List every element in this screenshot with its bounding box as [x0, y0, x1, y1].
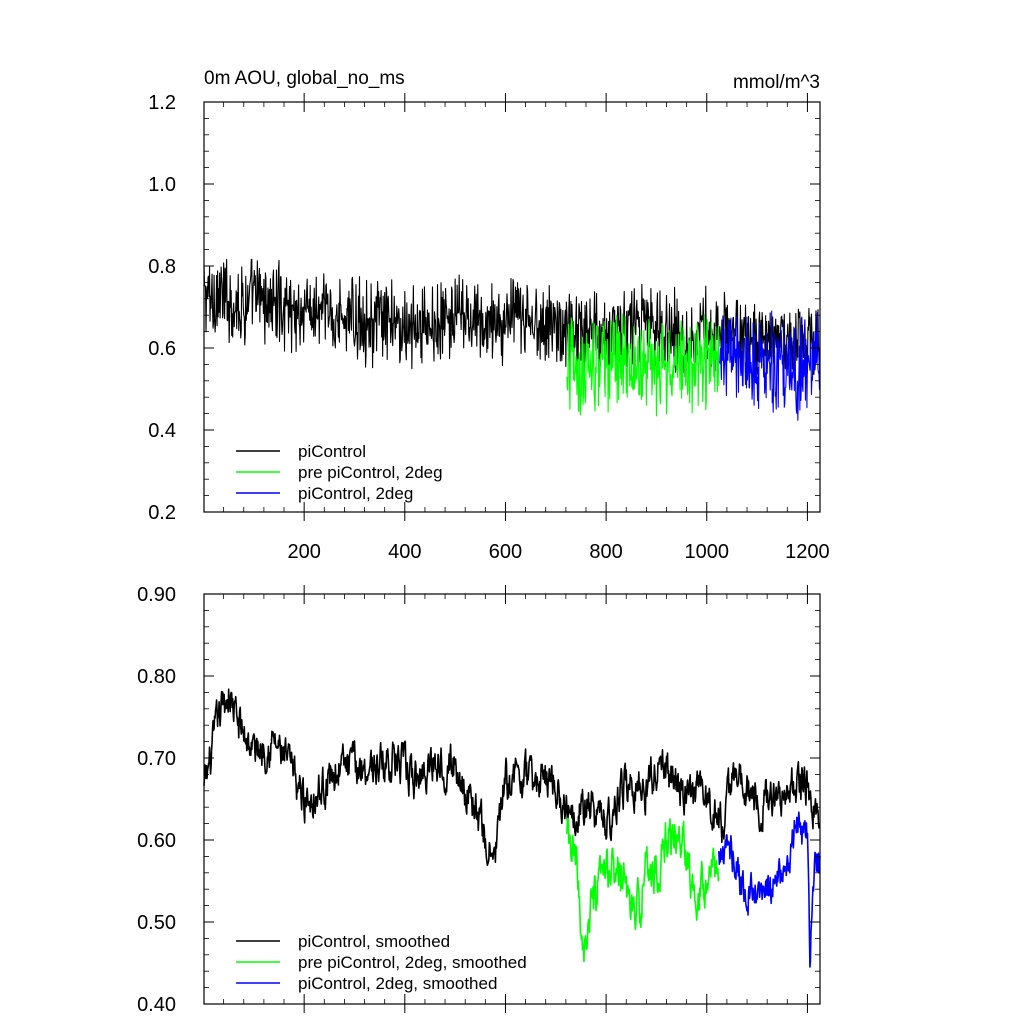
y-tick-label: 0.60 — [137, 830, 176, 852]
y-tick-label: 0.8 — [148, 256, 176, 278]
y-tick-label: 0.70 — [137, 748, 176, 770]
top-panel-plot: 0.2 0.4 0.6 0.8 1.0 1.2 200 400 600 800 1000 1200 pi… — [148, 92, 829, 563]
x-tick-label: 200 — [287, 541, 320, 563]
y-tick-label: 1.2 — [148, 92, 176, 114]
legend-label: piControl — [298, 442, 366, 461]
legend-label: pre piControl, 2deg — [298, 463, 443, 482]
series-line-bottom-1 — [566, 817, 720, 963]
x-tick-label: 800 — [589, 541, 622, 563]
y-tick-label: 1.0 — [148, 174, 176, 196]
series-line-top-1 — [566, 313, 720, 417]
legend-label: piControl, smoothed — [298, 932, 450, 951]
legend-label: piControl, 2deg — [298, 484, 413, 503]
y-tick-label: 0.80 — [137, 666, 176, 688]
legend-label: piControl, 2deg, smoothed — [298, 974, 497, 993]
series-line-top-0 — [203, 258, 821, 381]
y-tick-label: 0.50 — [137, 912, 176, 934]
plot-frame — [203, 101, 821, 513]
x-tick-label: 400 — [388, 541, 421, 563]
series-line-bottom-0 — [203, 688, 821, 867]
y-tick-label: 0.40 — [137, 994, 176, 1016]
y-tick-label: 0.4 — [148, 420, 176, 442]
units-label: mmol/m^3 — [733, 72, 820, 93]
x-tick-label: 600 — [489, 541, 522, 563]
plot-frame — [203, 593, 821, 1005]
bottom-panel-plot: 0.40 0.50 0.60 0.70 0.80 0.90 piControl, smoot… — [137, 584, 821, 1016]
y-tick-label: 0.2 — [148, 502, 176, 524]
x-tick-label: 1000 — [685, 541, 730, 563]
legend-label: pre piControl, 2deg, smoothed — [298, 953, 527, 972]
x-tick-label: 1200 — [785, 541, 830, 563]
y-tick-label: 0.6 — [148, 338, 176, 360]
y-tick-label: 0.90 — [137, 584, 176, 606]
series-line-bottom-2 — [718, 811, 821, 968]
series-line-top-2 — [718, 310, 821, 421]
figure-title: 0m AOU, global_no_ms — [204, 68, 405, 89]
